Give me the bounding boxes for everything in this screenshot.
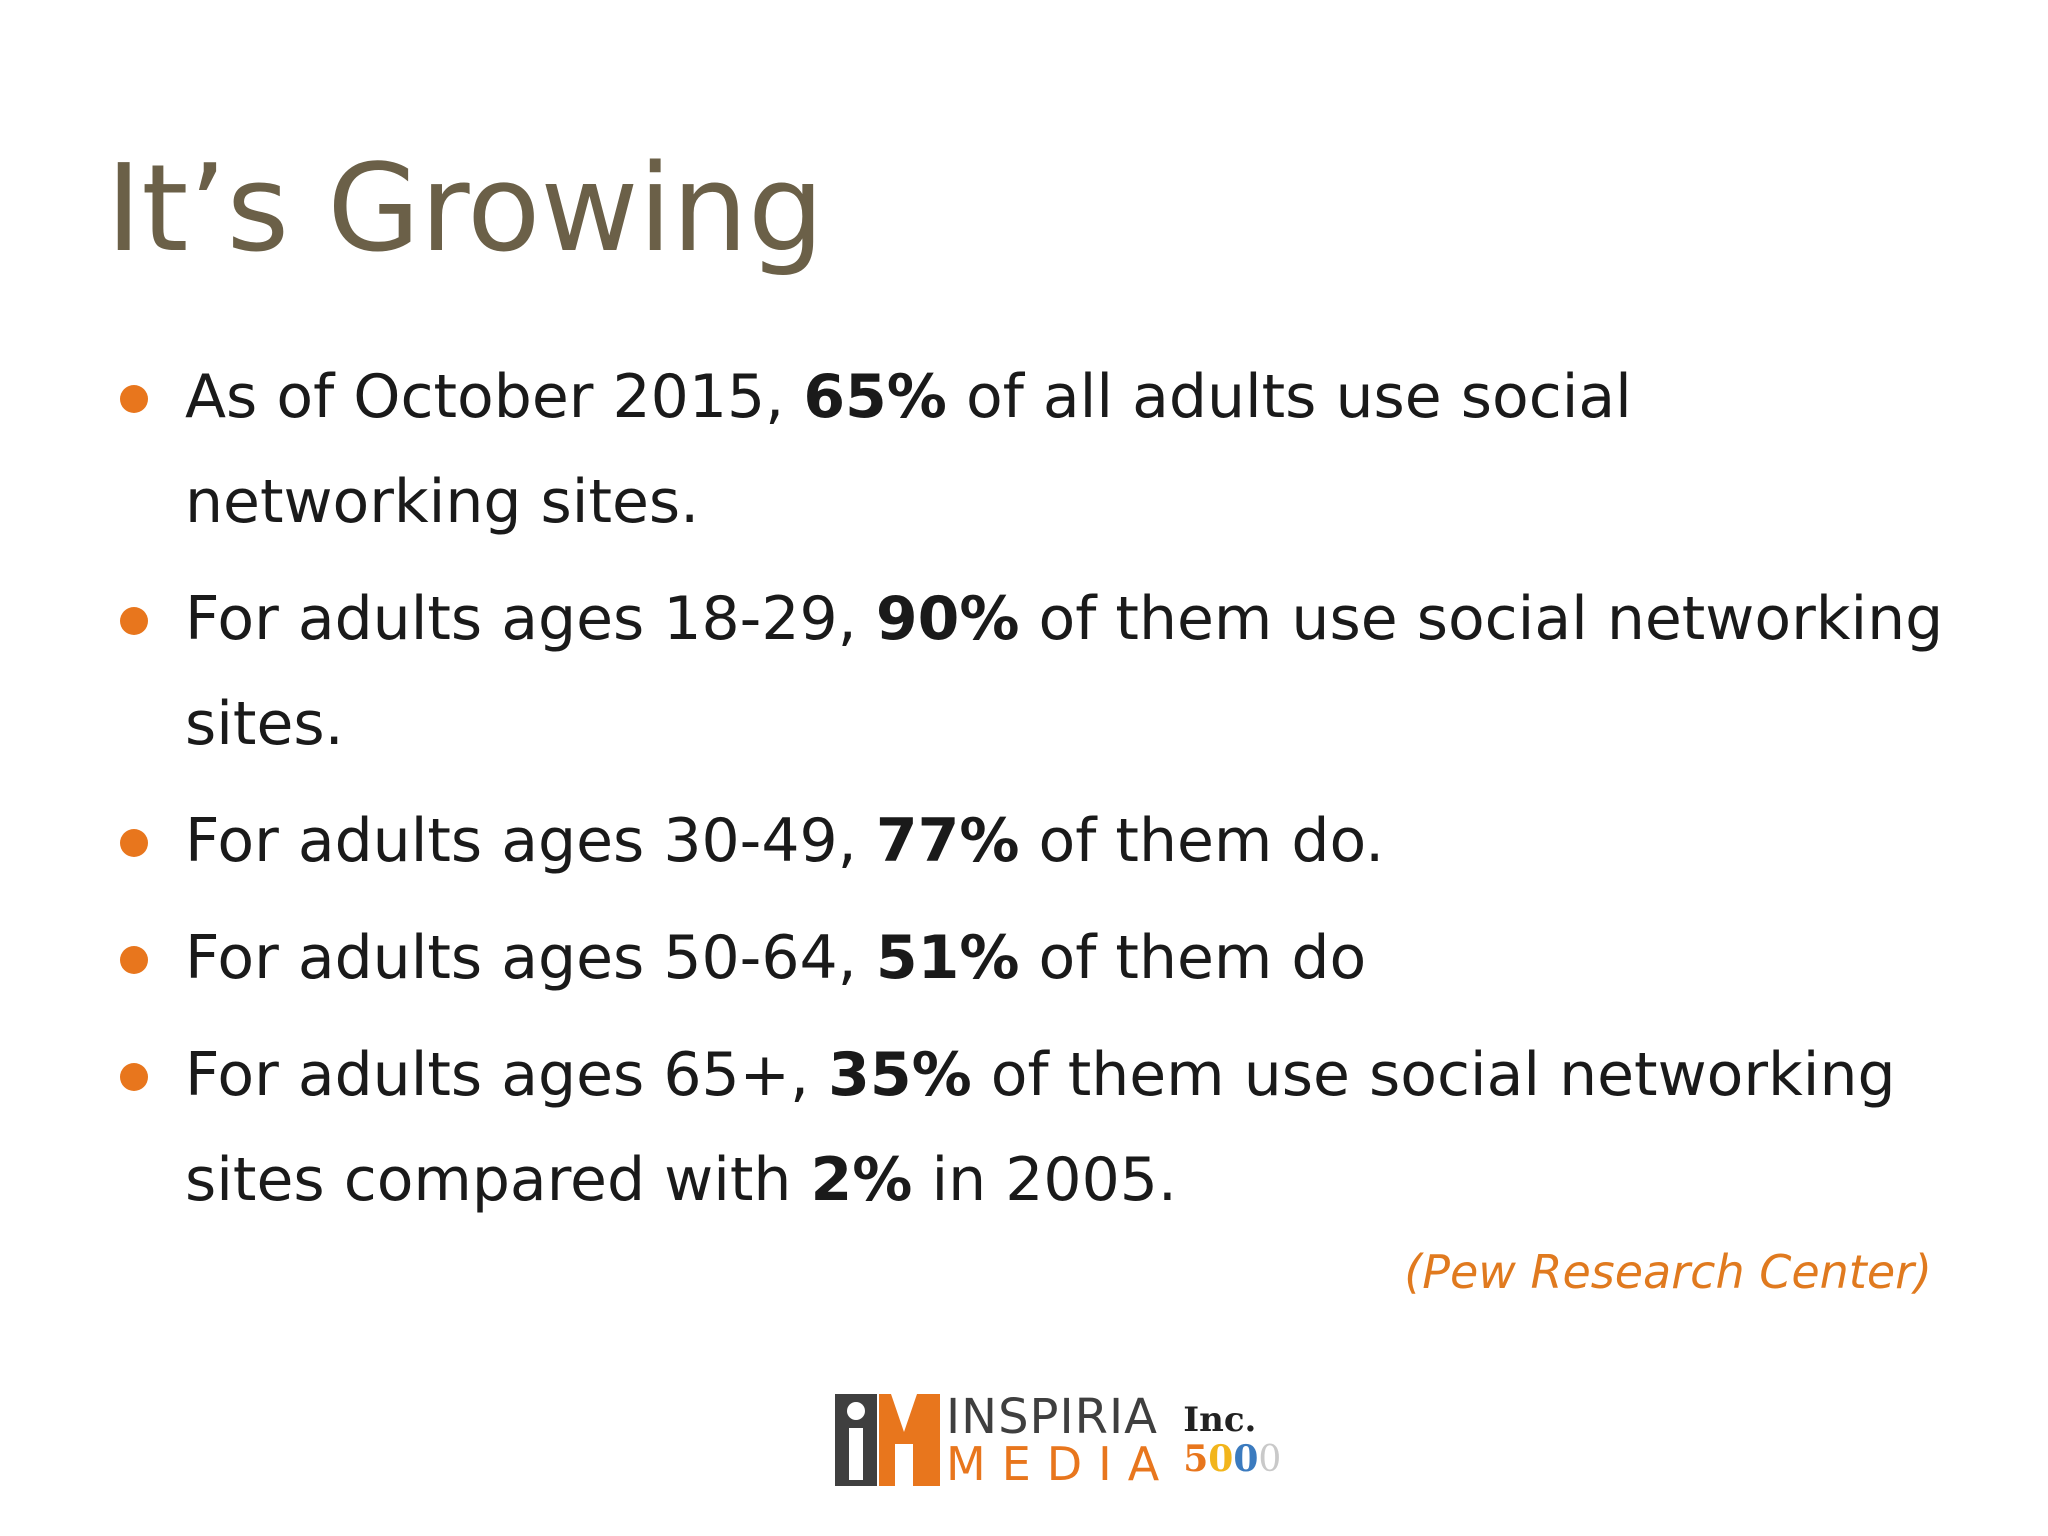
bullet-dot-icon [120,829,148,857]
logo-line2: MEDIA [946,1437,1176,1491]
bullet-dot-icon [120,1063,148,1091]
inc-number: 5000 [1183,1437,1282,1480]
bullet-dot-icon [120,946,148,974]
bullet-highlight: 35% [828,1040,972,1110]
inspiria-media-logo: INSPIRIA MEDIA Inc. 5000 [835,1390,1281,1490]
bullet-highlight: 77% [875,806,1020,876]
bullet-dot-icon [120,385,148,413]
bullet-item: For adults ages 18-29, 90% of them use s… [120,567,1980,777]
inc-label: Inc. [1183,1399,1257,1440]
bullet-highlight: 90% [875,584,1020,654]
source-citation: (Pew Research Center) [1404,1245,1932,1299]
inc-5000-badge: Inc. 5000 [1183,1403,1281,1478]
bullet-highlight: 2% [810,1145,913,1215]
bullet-text: For adults ages 50-64, [185,923,876,993]
bullet-item: For adults ages 65+, 35% of them use soc… [120,1023,1980,1233]
logo-wordmark: INSPIRIA MEDIA [946,1393,1175,1487]
bullet-text: of them do [1019,923,1367,993]
im-logo-icon [835,1394,940,1486]
logo-line1: INSPIRIA [946,1389,1158,1445]
bullet-text: of them do. [1019,806,1385,876]
bullet-item: As of October 2015, 65% of all adults us… [120,345,1980,555]
bullet-text: As of October 2015, [185,362,804,432]
bullet-text: For adults ages 18-29, [185,584,876,654]
bullet-highlight: 65% [803,362,947,432]
bullet-text: of them use social networking sites. [185,584,1944,759]
bullet-text: For adults ages 65+, [185,1040,829,1110]
bullet-text: For adults ages 30-49, [185,806,876,876]
bullet-text: in 2005. [912,1145,1177,1215]
bullet-item: For adults ages 50-64, 51% of them do [120,906,1980,1011]
bullet-dot-icon [120,607,148,635]
bullet-text: of all adults use social networking site… [185,362,1632,537]
bullet-highlight: 51% [875,923,1020,993]
slide-title: It’s Growing [106,140,825,279]
bullet-text: of them use social networking sites comp… [185,1040,1896,1215]
bullet-item: For adults ages 30-49, 77% of them do. [120,789,1980,894]
bullet-list: As of October 2015, 65% of all adults us… [120,345,1980,1245]
